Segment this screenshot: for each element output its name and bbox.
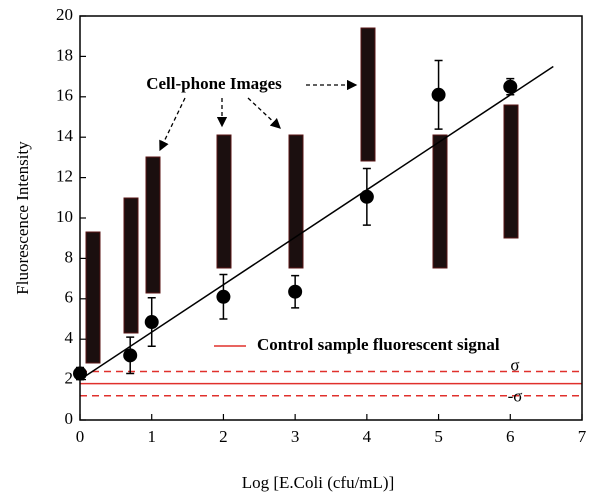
image-strip bbox=[123, 197, 139, 334]
x-axis-label: Log [E.Coli (cfu/mL)] bbox=[242, 473, 395, 492]
image-strip bbox=[85, 231, 101, 364]
annotation: Cell-phone Images bbox=[146, 74, 282, 93]
y-tick-label: 4 bbox=[65, 328, 74, 347]
annotation-arrows bbox=[159, 79, 358, 152]
x-tick-label: 2 bbox=[219, 427, 228, 446]
data-point bbox=[73, 366, 87, 381]
image-strip bbox=[145, 156, 161, 294]
x-tick-label: 1 bbox=[147, 427, 156, 446]
arrow bbox=[159, 97, 186, 152]
x-tick-label: 0 bbox=[76, 427, 85, 446]
y-tick-label: 8 bbox=[65, 247, 74, 266]
x-tick-label: 4 bbox=[363, 427, 372, 446]
data-point bbox=[216, 289, 231, 304]
legend-label: Control sample fluorescent signal bbox=[257, 335, 500, 354]
image-strip bbox=[432, 134, 448, 269]
x-tick-label: 3 bbox=[291, 427, 300, 446]
y-tick-label: 0 bbox=[65, 409, 74, 428]
data-point bbox=[503, 79, 518, 94]
y-tick-label: 6 bbox=[65, 288, 74, 307]
y-tick-label: 14 bbox=[56, 126, 74, 145]
x-tick-label: 6 bbox=[506, 427, 515, 446]
y-tick-label: 16 bbox=[56, 86, 73, 105]
x-tick-label: 7 bbox=[578, 427, 587, 446]
fit-line bbox=[79, 65, 554, 381]
image-strip bbox=[503, 104, 519, 239]
y-tick-label: 18 bbox=[56, 45, 73, 64]
sigma-label: σ bbox=[510, 355, 519, 374]
data-point bbox=[431, 87, 446, 102]
y-tick-label: 20 bbox=[56, 5, 73, 24]
x-tick-label: 5 bbox=[434, 427, 443, 446]
image-strip bbox=[360, 27, 376, 162]
data-point bbox=[359, 189, 374, 204]
image-strip bbox=[288, 134, 304, 269]
image-strip bbox=[216, 134, 232, 269]
data-point bbox=[288, 284, 303, 299]
sigma-label: -σ bbox=[508, 387, 523, 406]
y-tick-label: 2 bbox=[65, 369, 74, 388]
y-tick-label: 10 bbox=[56, 207, 73, 226]
data-point bbox=[144, 315, 159, 330]
y-axis-label: Fluorescence Intensity bbox=[13, 141, 32, 295]
arrow bbox=[247, 97, 281, 129]
data-point bbox=[123, 348, 138, 363]
y-tick-label: 12 bbox=[56, 167, 73, 186]
